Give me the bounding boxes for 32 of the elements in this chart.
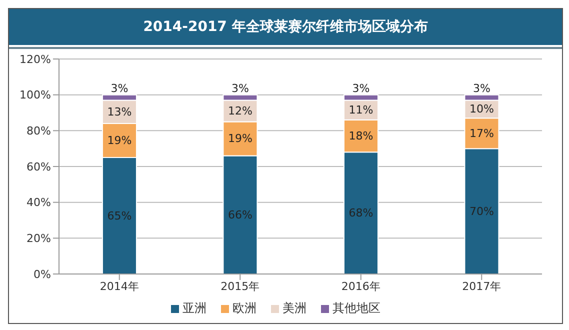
y-tick-label: 0% xyxy=(34,268,51,281)
y-tick-label: 40% xyxy=(26,196,51,210)
data-label: 18% xyxy=(348,130,374,143)
legend-label: 亚洲 xyxy=(182,300,206,317)
y-tick-label: 20% xyxy=(26,232,51,246)
y-tick-label: 80% xyxy=(26,124,51,138)
data-label: 19% xyxy=(107,134,132,148)
data-label: 3% xyxy=(110,82,128,95)
data-label: 13% xyxy=(107,105,132,118)
data-label: 70% xyxy=(469,204,494,218)
data-label: 68% xyxy=(348,206,374,220)
legend-label: 欧洲 xyxy=(232,300,256,317)
y-tick-label: 60% xyxy=(26,160,51,174)
data-label: 10% xyxy=(469,102,494,116)
chart-title: 2014-2017 年全球莱赛尔纤维市场区域分布 xyxy=(9,9,562,47)
data-label: 3% xyxy=(472,82,490,95)
data-label: 17% xyxy=(469,126,494,140)
data-label: 3% xyxy=(352,82,370,95)
data-label: 65% xyxy=(107,209,132,222)
x-tick-label: 2017年 xyxy=(462,280,502,293)
x-tick-label: 2015年 xyxy=(220,280,260,293)
x-tick-label: 2016年 xyxy=(341,280,380,293)
data-label: 66% xyxy=(228,208,252,222)
data-label: 11% xyxy=(348,104,374,117)
x-tick-label: 2014年 xyxy=(100,280,139,293)
y-tick-label: 100% xyxy=(20,88,51,102)
data-label: 3% xyxy=(231,82,249,95)
y-tick-label: 120% xyxy=(20,52,51,66)
data-label: 19% xyxy=(228,132,252,146)
legend-label: 其他地区 xyxy=(332,300,380,317)
legend-label: 美洲 xyxy=(282,300,306,317)
data-label: 12% xyxy=(228,104,252,118)
